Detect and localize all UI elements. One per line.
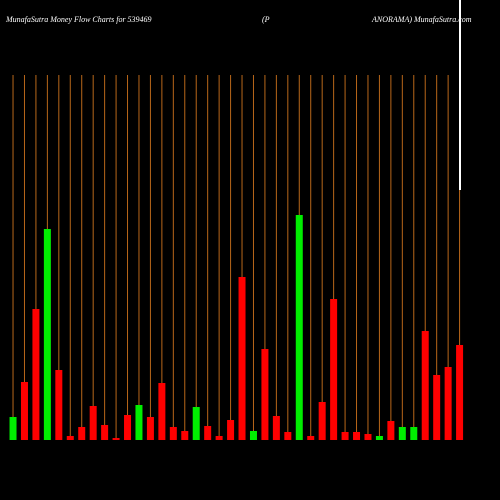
bar	[353, 432, 361, 440]
bar	[32, 309, 40, 440]
chart-title: ANORAMA) MunafaSutra.com	[371, 15, 472, 24]
bar	[135, 405, 143, 440]
bar	[272, 416, 280, 440]
bar	[364, 434, 372, 440]
bar	[227, 420, 235, 440]
bar	[192, 407, 200, 440]
bar	[341, 432, 349, 440]
bar	[261, 349, 269, 440]
bar	[421, 331, 429, 440]
bar	[295, 215, 303, 440]
bar	[43, 229, 51, 440]
bar	[456, 345, 464, 440]
bar	[124, 415, 132, 440]
bar	[20, 382, 28, 440]
bar	[215, 436, 223, 440]
bar	[330, 299, 338, 440]
bar	[284, 432, 292, 440]
bar	[55, 370, 63, 440]
chart-title: (P	[262, 15, 270, 24]
bar	[387, 421, 395, 440]
bar	[89, 406, 97, 440]
bar	[66, 436, 74, 440]
bar	[112, 438, 120, 440]
bar	[307, 436, 315, 440]
bar	[410, 427, 418, 440]
bar	[158, 383, 166, 440]
bar	[375, 436, 383, 440]
bar	[146, 417, 154, 440]
chart-title: MunafaSutra Money Flow Charts for 539469	[5, 15, 152, 24]
bar	[9, 417, 17, 440]
bar	[181, 431, 189, 440]
bar	[444, 367, 452, 440]
bar	[78, 427, 86, 440]
bar	[101, 425, 109, 440]
bar	[169, 427, 177, 440]
bar	[318, 402, 326, 440]
bar	[238, 277, 246, 440]
bar	[433, 375, 441, 440]
bar	[398, 427, 406, 440]
bar	[249, 431, 257, 440]
bar	[204, 426, 212, 440]
